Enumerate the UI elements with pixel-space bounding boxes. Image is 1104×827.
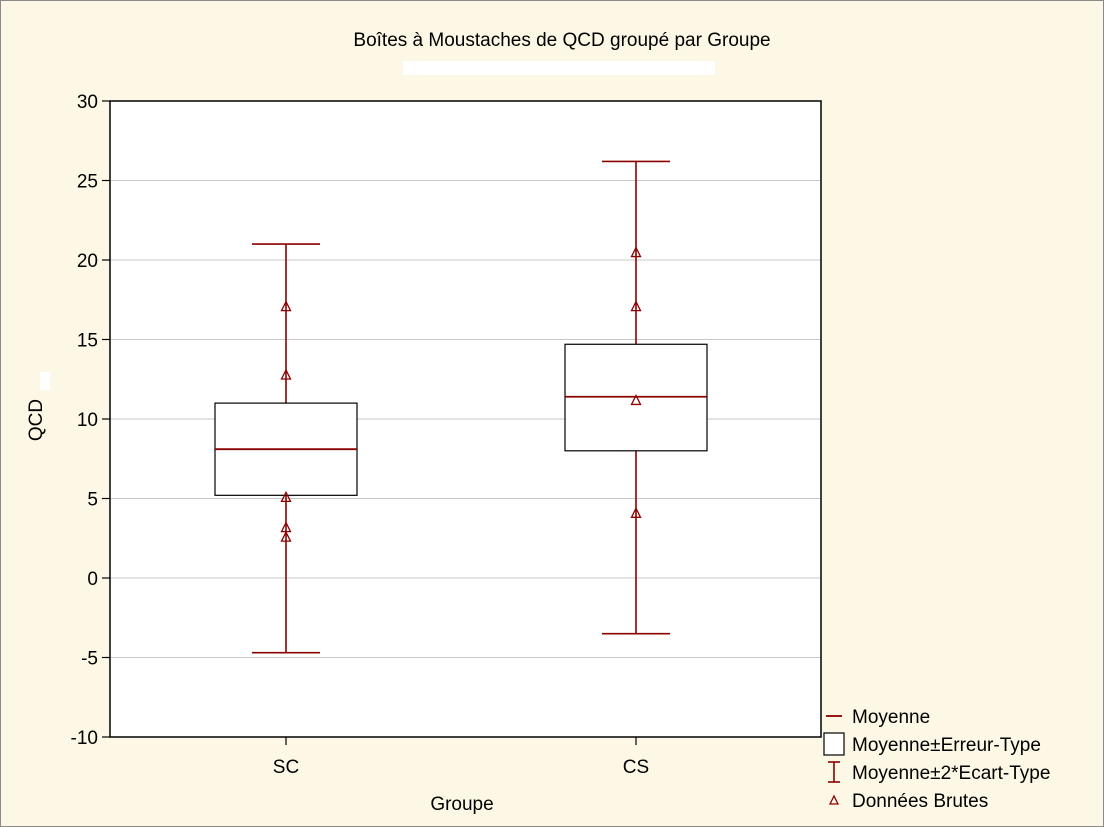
y-tick-label: 0 xyxy=(87,569,98,590)
raw-data-point xyxy=(280,300,292,312)
y-tick-label: 10 xyxy=(77,410,98,431)
x-tick-label: SC xyxy=(273,757,299,778)
raw-data-point xyxy=(280,490,292,503)
legend: Moyenne Moyenne±Erreur-Type Moyenne±2*Ecar… xyxy=(823,707,1050,812)
legend-item-box: Moyenne±Erreur-Type xyxy=(823,732,1041,756)
legend-label: Moyenne xyxy=(852,707,930,728)
x-axis-ticks: SC CS xyxy=(273,737,649,778)
ylabel-redaction xyxy=(40,372,50,390)
y-axis-ticks: 30 25 20 15 10 5 0 -5 -10 xyxy=(71,92,110,749)
box-cs xyxy=(564,160,708,635)
raw-data-point xyxy=(630,506,642,518)
y-tick-label: 25 xyxy=(77,172,98,193)
legend-label: Données Brutes xyxy=(852,791,988,812)
chart-title: Boîtes à Moustaches de QCD groupé par Gr… xyxy=(353,30,770,51)
raw-data-point xyxy=(280,368,292,380)
y-tick-label: -5 xyxy=(81,649,98,670)
title-redaction xyxy=(403,61,715,75)
legend-item-whisker: Moyenne±2*Ecart-Type xyxy=(828,761,1050,784)
y-tick-label: 30 xyxy=(77,92,98,113)
y-tick-label: 20 xyxy=(77,251,98,272)
legend-label: Moyenne±Erreur-Type xyxy=(852,735,1041,756)
raw-data-point xyxy=(280,530,292,542)
x-axis-title: Groupe xyxy=(430,794,493,815)
legend-triangle-symbol xyxy=(828,794,840,805)
legend-item-mean-line: Moyenne xyxy=(826,707,930,728)
legend-box-symbol xyxy=(823,732,845,756)
box-sc xyxy=(214,243,358,654)
y-tick-label: 5 xyxy=(87,490,98,511)
raw-data-point xyxy=(630,300,642,312)
x-tick-label: CS xyxy=(623,757,649,778)
y-axis-title: QCD xyxy=(26,399,47,441)
boxes-group xyxy=(214,160,708,654)
y-tick-label: -10 xyxy=(71,728,98,749)
raw-data-point xyxy=(630,246,642,258)
raw-data-point xyxy=(630,393,642,406)
legend-label: Moyenne±2*Ecart-Type xyxy=(852,763,1050,784)
legend-item-triangle: Données Brutes xyxy=(828,791,988,812)
plot-frame xyxy=(109,100,822,738)
y-tick-label: 15 xyxy=(77,331,98,352)
